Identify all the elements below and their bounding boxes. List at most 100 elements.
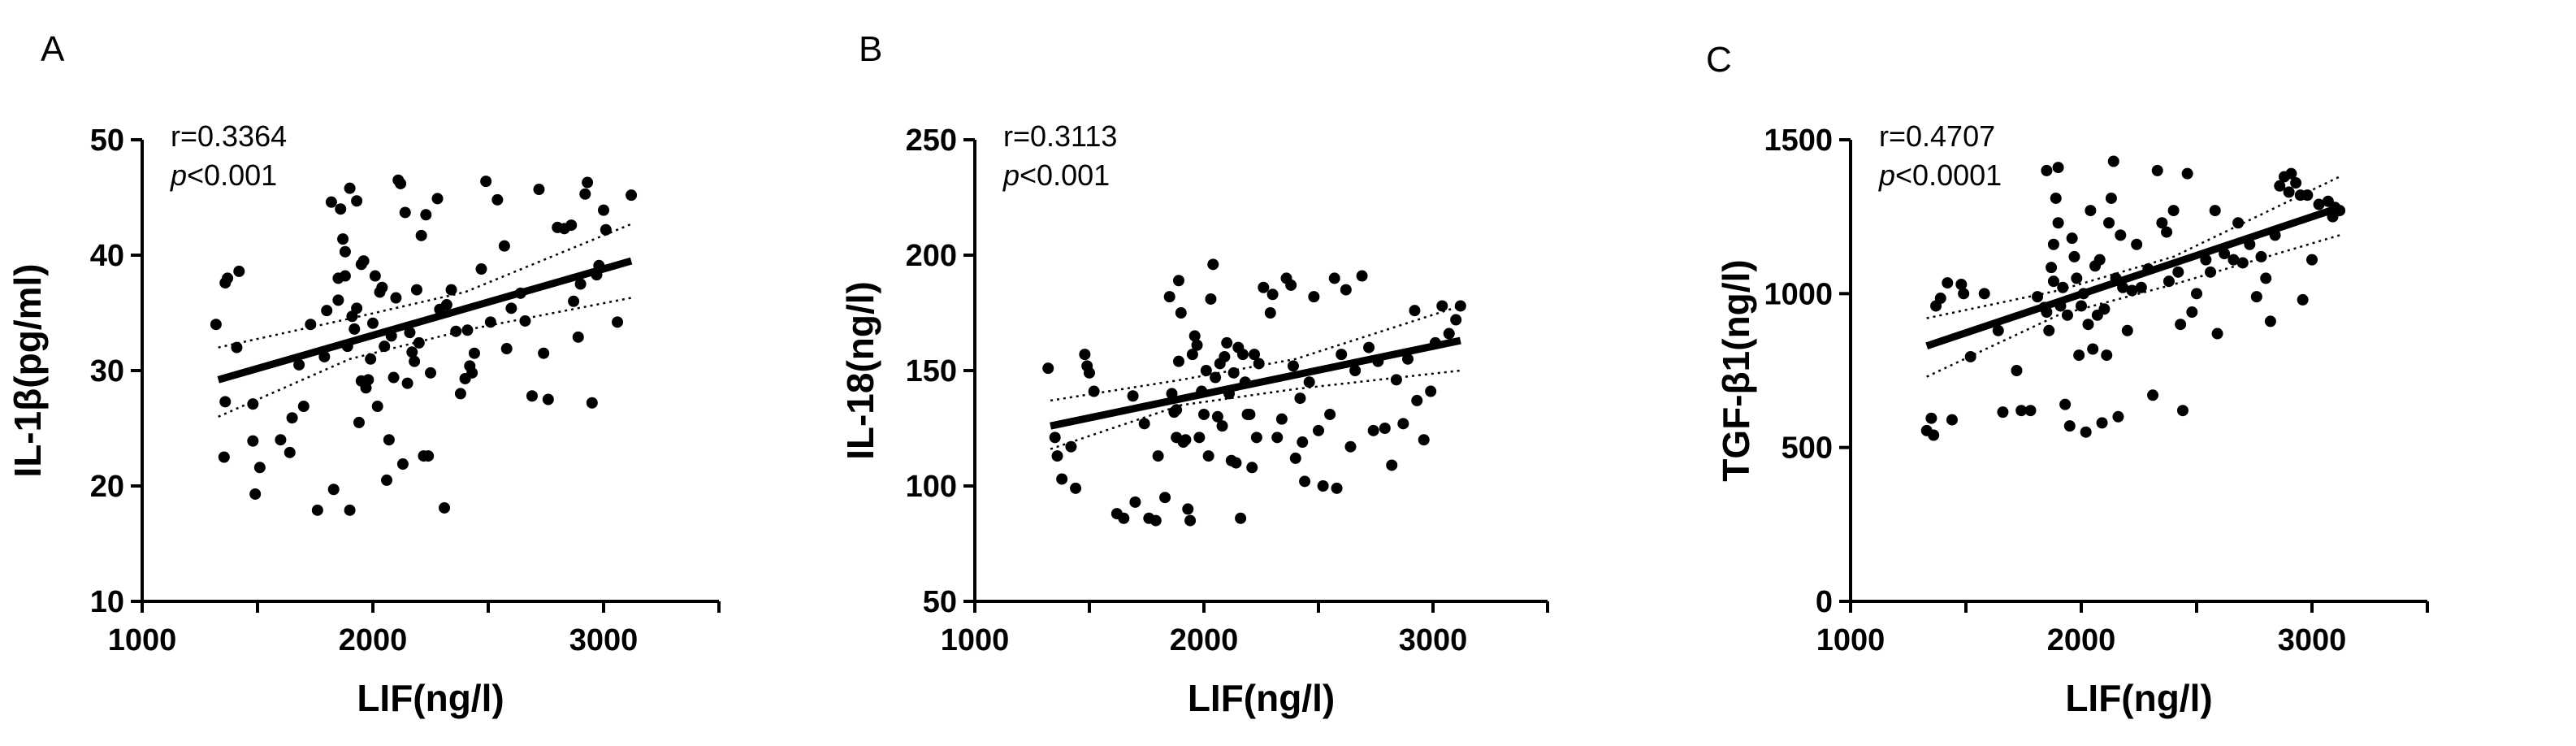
chart-0-data-point — [344, 504, 356, 516]
chart-0-data-point — [491, 193, 504, 206]
chart-1-data-point — [1418, 434, 1430, 446]
chart-0-data-point — [318, 350, 331, 362]
chart-1-data-point — [1184, 514, 1197, 527]
chart-2-stat-r: r=0.4707 — [1879, 119, 1995, 153]
chart-1-x-tick-label: 2000 — [1170, 623, 1239, 657]
chart-1-ci-upper — [1050, 305, 1461, 402]
chart-0-data-point — [526, 390, 538, 402]
chart-0-data-point — [332, 294, 344, 306]
chart-2-data-point — [2142, 263, 2154, 275]
chart-2-ci-upper — [1926, 176, 2340, 319]
chart-2-x-axis-title: LIF(ng/l) — [2065, 677, 2212, 719]
chart-0-data-point — [484, 316, 496, 328]
chart-0-data-point — [480, 176, 492, 188]
chart-0-data-point — [422, 450, 435, 462]
chart-0-data-point — [369, 270, 381, 282]
chart-2-data-point — [2131, 238, 2143, 250]
chart-0-panel: A 10 20 30 40 50 1000 2000 3000 LIF(ng/l) IL-1β(pg… — [6, 29, 721, 719]
chart-0-y-tick-label: 50 — [90, 124, 124, 158]
chart-2-data-point — [2052, 162, 2064, 174]
chart-1-data-point — [1172, 275, 1184, 287]
chart-0-data-point — [325, 196, 337, 208]
chart-1-data-point — [1216, 420, 1228, 432]
chart-1-data-point — [1210, 371, 1222, 384]
chart-1-data-point — [1065, 440, 1077, 453]
chart-0-data-point — [542, 393, 554, 406]
chart-2-data-point — [2093, 254, 2106, 266]
chart-0-data-point — [500, 343, 513, 355]
chart-2-x-tick-label: 3000 — [2278, 623, 2347, 657]
chart-2-data-point — [2052, 217, 2064, 229]
chart-2-data-point — [2260, 272, 2272, 284]
chart-1-data-point — [1221, 336, 1233, 349]
chart-2-x-tick-label: 2000 — [2047, 623, 2116, 657]
chart-2-panel-letter: C — [1706, 40, 1732, 80]
chart-2-data-point — [2264, 315, 2276, 327]
chart-2-data-point — [2172, 266, 2184, 278]
chart-2-data-point — [2050, 192, 2062, 204]
chart-2-data-point — [2077, 288, 2089, 300]
chart-0-data-point — [297, 401, 310, 413]
chart-2-data-point — [1992, 324, 2004, 336]
chart-0-data-point — [222, 272, 234, 284]
chart-0-data-point — [565, 219, 578, 232]
chart-1-data-point — [1250, 432, 1262, 444]
chart-0-data-point — [568, 295, 580, 307]
chart-0-data-point — [600, 223, 612, 236]
chart-1-data-point — [1129, 496, 1141, 508]
chart-2-data-point — [2059, 398, 2072, 410]
chart-1-data-point — [1198, 408, 1210, 420]
chart-2-data-point — [2101, 349, 2113, 362]
chart-2-data-point — [2015, 405, 2028, 417]
chart-1-data-point — [1079, 349, 1091, 361]
chart-0-data-point — [475, 263, 487, 275]
chart-1-data-point — [1172, 355, 1184, 367]
chart-1-ci-lower — [1050, 369, 1461, 450]
chart-0-data-point — [498, 240, 510, 252]
chart-1-regression-line — [1050, 336, 1461, 430]
chart-0-data-point — [249, 488, 262, 500]
chart-1-data-point — [1303, 376, 1315, 388]
chart-1-data-point — [1180, 434, 1192, 446]
chart-0-data-point — [404, 327, 416, 339]
chart-1-stat-p-value: <0.001 — [1020, 158, 1110, 192]
chart-0-x-tick-label: 3000 — [569, 623, 639, 657]
chart-2-data-point — [2121, 324, 2133, 336]
chart-2-data-point — [2043, 324, 2055, 336]
chart-2-data-point — [2066, 232, 2078, 245]
chart-0-data-point — [401, 377, 413, 389]
chart-0-data-point — [538, 347, 550, 359]
chart-1-data-point — [1289, 452, 1301, 464]
chart-0-stat-r: r=0.3364 — [171, 119, 287, 153]
chart-2-data-point — [2135, 281, 2147, 293]
chart-2-data-point — [2227, 254, 2240, 266]
chart-2-stat-p-symbol: p — [1878, 158, 1895, 192]
chart-1-data-point — [1166, 388, 1178, 400]
chart-1-data-point — [1454, 300, 1466, 312]
chart-1-y-tick-label: 150 — [906, 354, 957, 388]
chart-1-y-axis-title: IL-18(ng/l) — [839, 281, 881, 460]
chart-0-data-point — [335, 203, 347, 215]
chart-1-data-point — [1349, 365, 1362, 376]
chart-1-data-point — [1450, 314, 1462, 326]
chart-2-data-point — [2076, 300, 2087, 312]
chart-0-data-point — [311, 504, 323, 516]
chart-1-data-point — [1159, 492, 1171, 504]
chart-0-data-point — [247, 398, 259, 410]
chart-0-data-point — [396, 458, 409, 471]
chart-0-data-point — [321, 305, 333, 317]
chart-2-x-tick-label: 1000 — [1816, 623, 1885, 657]
chart-2-data-point — [2175, 319, 2187, 331]
chart-1-data-point — [1188, 330, 1201, 342]
chart-1-data-point — [1084, 366, 1095, 379]
chart-0-data-point — [574, 278, 587, 290]
chart-2-data-point — [2057, 281, 2069, 293]
chart-2-data-point — [2098, 303, 2111, 315]
chart-0-y-tick-label: 30 — [90, 354, 124, 388]
chart-0-data-point — [454, 388, 466, 400]
chart-1-data-point — [1390, 374, 1402, 386]
chart-1-data-point — [1313, 424, 1324, 436]
chart-1-panel: B 50 100 150 200 250 1000 2000 3000 LIF(ng/l) IL-1… — [839, 29, 1549, 719]
chart-2-data-point — [2327, 210, 2339, 223]
chart-1-data-point — [1163, 291, 1175, 303]
